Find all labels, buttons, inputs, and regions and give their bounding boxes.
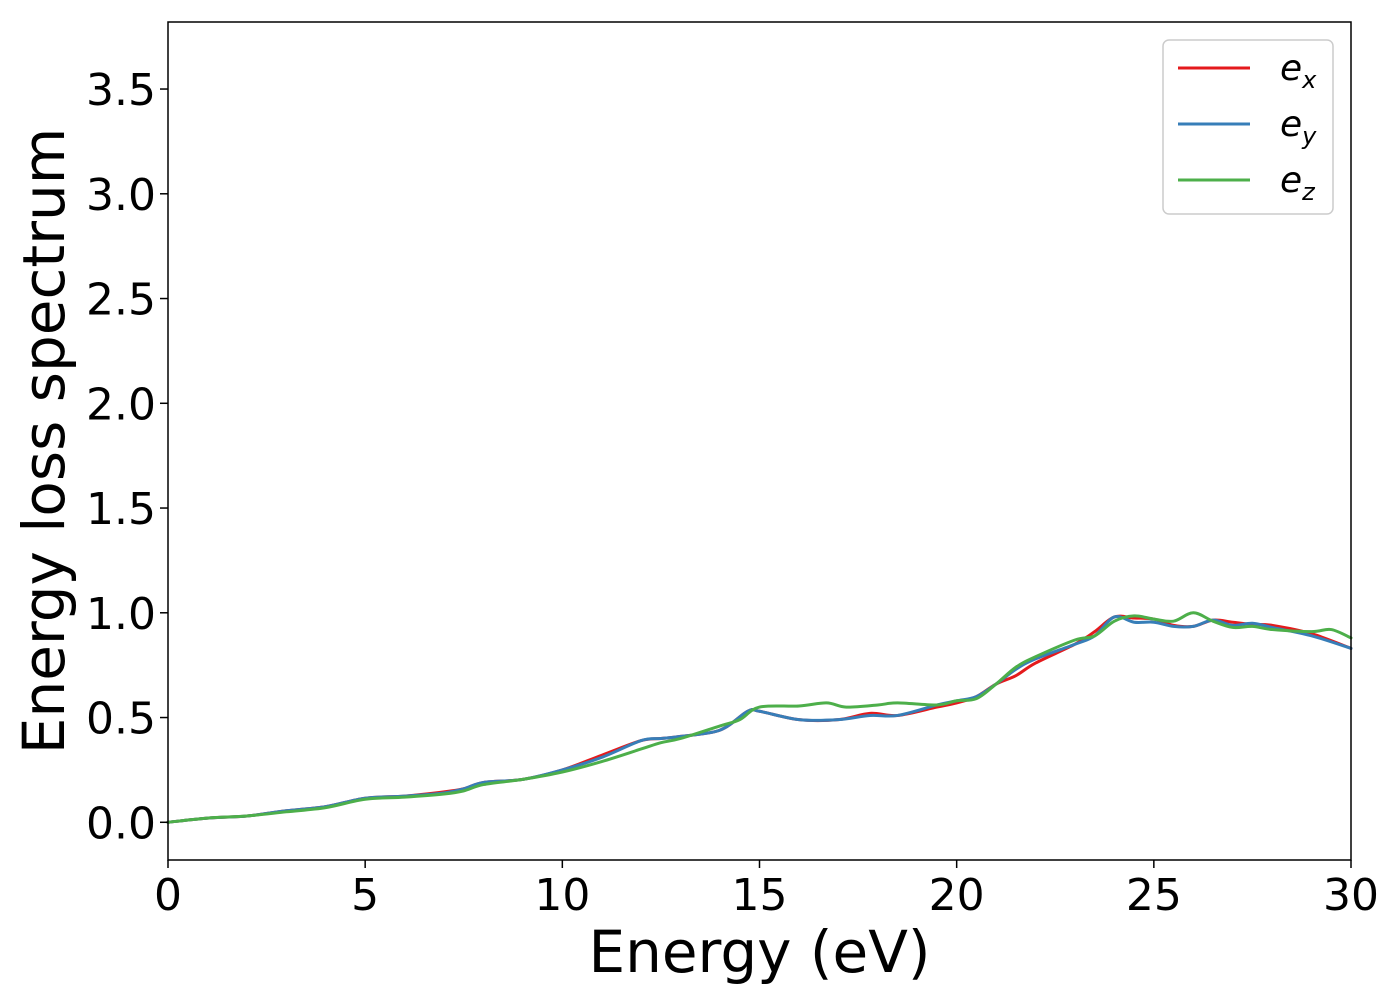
x-tick-label: 5 xyxy=(351,870,379,921)
series-line-ez xyxy=(166,611,1353,824)
x-tick-label: 20 xyxy=(929,870,985,921)
y-tick-label: 0.0 xyxy=(86,798,156,849)
y-axis-label: Energy loss spectrum xyxy=(10,128,78,754)
x-tick-label: 10 xyxy=(534,870,590,921)
y-tick-label: 1.0 xyxy=(86,589,156,640)
y-tick-label: 2.5 xyxy=(86,275,156,326)
x-axis: 0 5 10 15 20 25 30 xyxy=(154,860,1379,921)
y-tick-label: 0.5 xyxy=(86,694,156,745)
legend-label-ey: ey xyxy=(1280,104,1317,150)
series-layer xyxy=(166,611,1353,824)
y-tick-label: 1.5 xyxy=(86,484,156,535)
plot-area xyxy=(168,22,1351,860)
y-tick-label: 3.5 xyxy=(86,65,156,116)
y-tick-label: 2.0 xyxy=(86,379,156,430)
y-axis: 0.0 0.5 1.0 1.5 2.0 2.5 3.0 3.5 xyxy=(86,65,168,849)
y-tick-label: 3.0 xyxy=(86,170,156,221)
x-tick-label: 30 xyxy=(1323,870,1379,921)
legend-box xyxy=(1162,39,1334,215)
x-tick-label: 15 xyxy=(732,870,788,921)
x-axis-label: Energy (eV) xyxy=(588,918,930,986)
x-tick-label: 0 xyxy=(154,870,182,921)
x-tick-label: 25 xyxy=(1126,870,1182,921)
